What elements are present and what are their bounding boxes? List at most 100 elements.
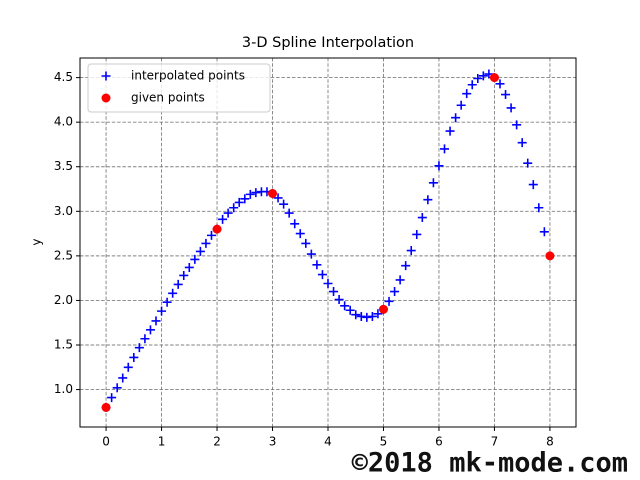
plus-marker: [406, 246, 416, 256]
y-tick-label: 3.5: [54, 159, 73, 173]
plus-marker: [517, 138, 527, 148]
plus-marker: [356, 311, 366, 321]
plus-marker: [423, 195, 433, 205]
plus-marker: [107, 393, 117, 403]
legend: interpolated points given points: [87, 63, 271, 113]
dot-marker: [101, 402, 111, 412]
plus-marker: [162, 297, 172, 307]
plus-marker: [240, 194, 250, 204]
y-axis-label: y: [30, 238, 44, 245]
plus-marker: [384, 296, 394, 306]
plus-marker: [151, 316, 161, 326]
plus-marker: [345, 305, 355, 315]
plus-marker: [362, 312, 372, 322]
y-tick-label: 3.0: [54, 204, 73, 218]
plus-marker: [312, 260, 322, 270]
y-tick-label: 1.0: [54, 382, 73, 396]
plot-frame: [79, 57, 577, 428]
plus-marker: [340, 301, 350, 311]
y-tick-label: 1.5: [54, 338, 73, 352]
plus-marker: [334, 295, 344, 305]
plus-marker: [467, 80, 477, 90]
x-tick-label: 1: [158, 435, 166, 449]
plus-marker: [101, 71, 111, 81]
plus-marker: [201, 238, 211, 248]
plus-marker: [317, 270, 327, 280]
plus-marker: [473, 74, 483, 83]
plus-marker: [206, 230, 216, 240]
plus-marker: [440, 144, 450, 154]
plus-marker: [428, 178, 438, 188]
y-tick-label: 4.5: [54, 70, 73, 84]
plus-marker: [229, 203, 239, 213]
plus-marker: [123, 362, 133, 372]
plus-marker: [218, 214, 228, 224]
plus-marker: [190, 254, 200, 264]
plus-marker: [284, 208, 294, 218]
x-tick-label: 0: [102, 435, 110, 449]
plus-marker: [234, 197, 244, 207]
dot-marker: [268, 188, 278, 198]
plus-marker: [445, 126, 455, 136]
chart-title: 3-D Spline Interpolation: [242, 35, 414, 51]
dot-marker: [101, 93, 111, 103]
plus-marker: [506, 103, 516, 113]
plus-marker: [367, 311, 377, 321]
y-tick-label: 2.5: [54, 248, 73, 262]
plus-marker: [279, 199, 289, 209]
plus-marker: [456, 100, 466, 110]
plus-marker: [301, 238, 311, 248]
y-tick-label: 2.0: [54, 293, 73, 307]
legend-box: [87, 63, 271, 113]
plus-marker: [184, 262, 194, 272]
plus-marker: [523, 158, 533, 168]
plus-marker: [373, 309, 383, 319]
plus-marker: [295, 229, 305, 239]
plus-marker: [157, 306, 167, 316]
x-tick-label: 6: [435, 435, 443, 449]
plus-marker: [273, 193, 283, 203]
plus-marker: [173, 279, 183, 289]
plus-marker: [245, 189, 255, 199]
legend-label: interpolated points: [131, 69, 245, 83]
x-tick-label: 5: [380, 435, 388, 449]
plus-marker: [501, 90, 511, 100]
plus-marker: [179, 270, 189, 280]
plus-marker: [478, 71, 488, 81]
x-tick-label: 4: [324, 435, 332, 449]
dot-marker: [378, 304, 388, 314]
plus-marker: [290, 219, 300, 229]
plus-marker: [434, 161, 444, 171]
plus-marker: [134, 343, 144, 353]
plus-marker: [528, 180, 538, 190]
plus-marker: [417, 213, 427, 223]
plus-marker: [512, 120, 522, 130]
dot-marker: [212, 224, 222, 234]
dot-marker: [489, 73, 499, 83]
plus-marker: [140, 334, 150, 344]
plus-marker: [401, 261, 411, 271]
plus-marker: [451, 113, 461, 123]
plus-marker: [251, 188, 261, 198]
plus-marker: [195, 246, 205, 256]
plus-marker: [351, 310, 361, 320]
plus-marker: [129, 352, 139, 362]
plus-marker: [306, 249, 316, 259]
plus-marker: [329, 287, 339, 297]
plus-marker: [223, 208, 233, 218]
plus-marker: [112, 383, 122, 393]
plus-marker: [395, 275, 405, 285]
dot-marker: [545, 251, 555, 261]
plus-marker: [390, 287, 400, 297]
plus-marker: [534, 203, 544, 213]
x-tick-label: 7: [491, 435, 499, 449]
x-tick-label: 8: [546, 435, 554, 449]
x-tick-label: 2: [213, 435, 221, 449]
plus-marker: [168, 288, 178, 298]
plus-marker: [539, 227, 549, 237]
plus-marker: [323, 279, 333, 288]
plus-marker: [145, 325, 155, 335]
y-tick-label: 4.0: [54, 115, 73, 129]
legend-label: given points: [131, 91, 205, 105]
